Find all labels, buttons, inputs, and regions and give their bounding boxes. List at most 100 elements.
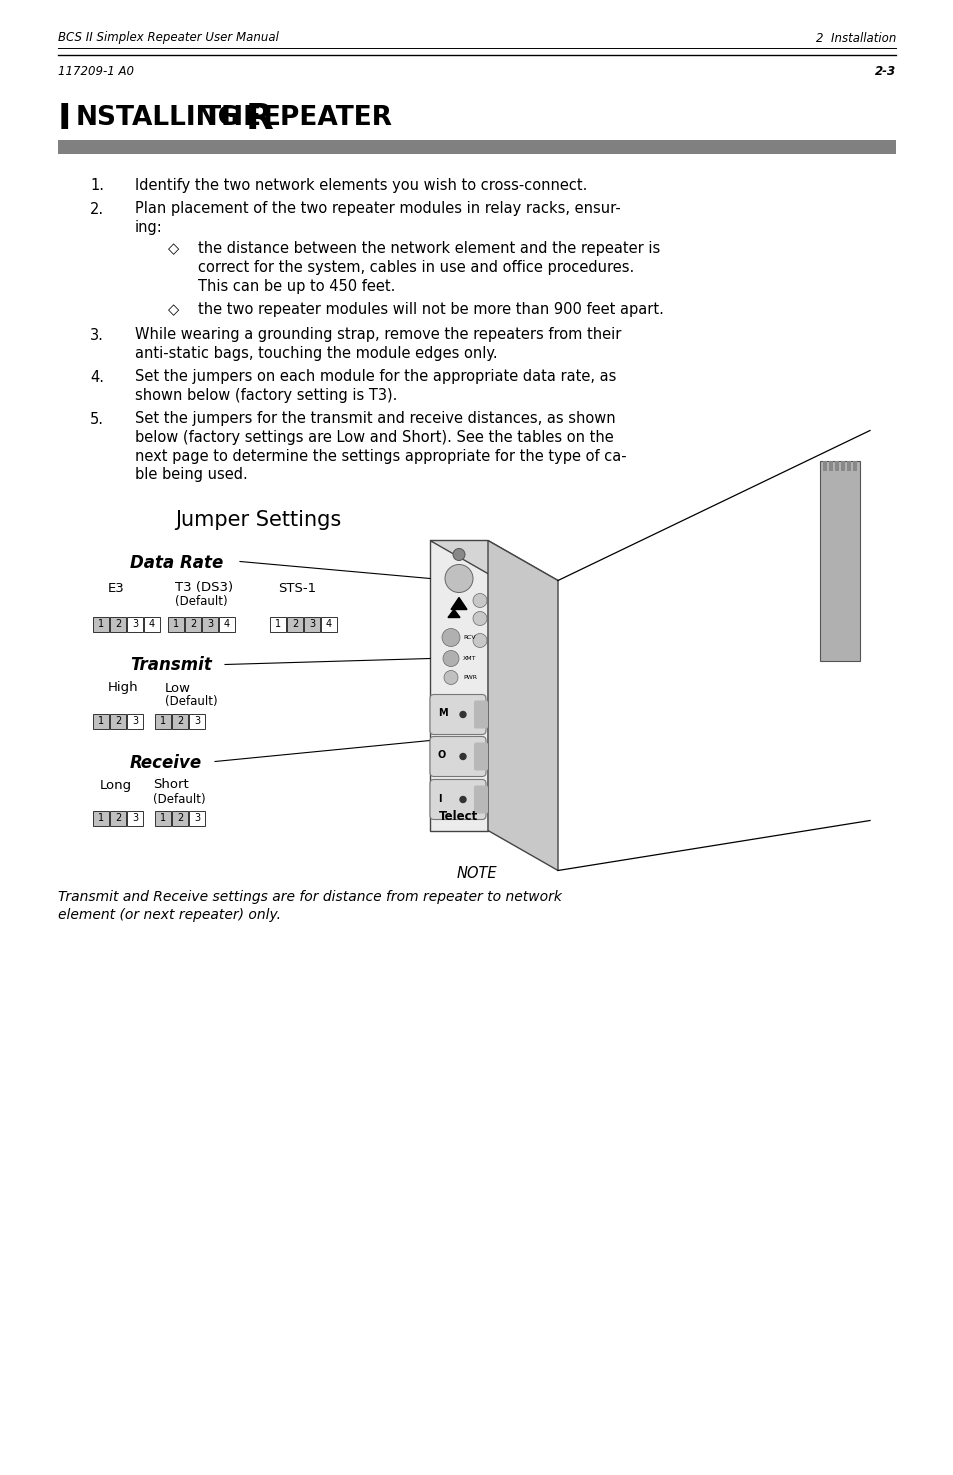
Bar — [270, 617, 286, 631]
Text: Telect: Telect — [439, 810, 478, 823]
Text: Short: Short — [152, 779, 189, 792]
Text: Set the jumpers for the transmit and receive distances, as shown: Set the jumpers for the transmit and rec… — [135, 412, 615, 426]
Text: Data Rate: Data Rate — [130, 553, 223, 571]
Circle shape — [453, 549, 464, 560]
Text: Low: Low — [165, 681, 191, 695]
Text: 1: 1 — [98, 813, 104, 823]
Bar — [110, 617, 126, 631]
Bar — [820, 460, 859, 661]
Text: O: O — [437, 751, 446, 761]
Bar — [172, 810, 188, 826]
Bar — [127, 714, 143, 729]
Text: (Default): (Default) — [165, 696, 217, 708]
Bar — [92, 810, 109, 826]
Text: 1: 1 — [160, 813, 166, 823]
FancyBboxPatch shape — [430, 779, 485, 820]
Circle shape — [473, 612, 486, 625]
Text: 1: 1 — [160, 715, 166, 726]
Text: 3: 3 — [132, 813, 138, 823]
Text: 5.: 5. — [90, 412, 104, 426]
Text: STS-1: STS-1 — [277, 581, 315, 594]
Text: 1: 1 — [98, 715, 104, 726]
Circle shape — [442, 650, 458, 667]
Bar — [110, 810, 126, 826]
Circle shape — [444, 565, 473, 593]
Text: the two repeater modules will not be more than 900 feet apart.: the two repeater modules will not be mor… — [198, 302, 663, 317]
Text: ing:: ing: — [135, 220, 163, 235]
Bar — [154, 714, 171, 729]
Bar — [189, 714, 205, 729]
Text: ◇: ◇ — [168, 242, 179, 257]
Text: element (or next repeater) only.: element (or next repeater) only. — [58, 909, 281, 922]
Text: 2: 2 — [176, 715, 183, 726]
Text: NOTE: NOTE — [456, 866, 497, 881]
Text: M: M — [437, 708, 447, 718]
Bar — [846, 460, 850, 471]
Bar — [168, 617, 184, 631]
Text: While wearing a grounding strap, remove the repeaters from their: While wearing a grounding strap, remove … — [135, 327, 620, 342]
Text: anti-static bags, touching the module edges only.: anti-static bags, touching the module ed… — [135, 347, 497, 361]
FancyBboxPatch shape — [474, 701, 488, 729]
Bar — [304, 617, 319, 631]
Text: R: R — [246, 102, 274, 136]
Text: Identify the two network elements you wish to cross-connect.: Identify the two network elements you wi… — [135, 178, 587, 193]
Bar — [58, 140, 895, 153]
FancyBboxPatch shape — [474, 742, 488, 770]
Text: 2  Installation: 2 Installation — [815, 31, 895, 44]
Bar — [822, 460, 826, 471]
Circle shape — [443, 671, 457, 684]
Text: I: I — [58, 102, 71, 136]
Text: 3: 3 — [207, 620, 213, 628]
Bar — [320, 617, 336, 631]
Bar — [287, 617, 303, 631]
Text: Transmit: Transmit — [130, 656, 212, 674]
Text: 1.: 1. — [90, 178, 104, 193]
FancyBboxPatch shape — [430, 736, 485, 776]
Bar — [852, 460, 856, 471]
Text: shown below (factory setting is T3).: shown below (factory setting is T3). — [135, 388, 397, 403]
Bar — [841, 460, 844, 471]
Text: 4: 4 — [224, 620, 230, 628]
Text: 1: 1 — [98, 620, 104, 628]
Bar — [834, 460, 838, 471]
Circle shape — [473, 633, 486, 648]
Text: 2: 2 — [190, 620, 196, 628]
Text: PWR: PWR — [462, 676, 476, 680]
Polygon shape — [430, 540, 558, 581]
Text: ble being used.: ble being used. — [135, 468, 248, 482]
Text: 2: 2 — [114, 715, 121, 726]
Text: 2: 2 — [292, 620, 297, 628]
Text: below (factory settings are Low and Short). See the tables on the: below (factory settings are Low and Shor… — [135, 431, 613, 445]
Text: 2: 2 — [176, 813, 183, 823]
Polygon shape — [451, 597, 467, 609]
Circle shape — [441, 628, 459, 646]
Bar — [219, 617, 234, 631]
Bar — [154, 810, 171, 826]
Text: RCV: RCV — [462, 636, 476, 640]
Text: This can be up to 450 feet.: This can be up to 450 feet. — [198, 279, 395, 294]
Text: EPEATER: EPEATER — [263, 105, 393, 131]
Circle shape — [459, 754, 465, 760]
Bar — [828, 460, 832, 471]
Text: 2-3: 2-3 — [874, 65, 895, 78]
Text: THE: THE — [193, 105, 270, 131]
Text: 3: 3 — [132, 620, 138, 628]
Text: 4: 4 — [326, 620, 332, 628]
FancyBboxPatch shape — [474, 786, 488, 814]
Text: Jumper Settings: Jumper Settings — [174, 510, 341, 531]
Text: 3.: 3. — [90, 327, 104, 342]
Circle shape — [473, 593, 486, 608]
Bar — [185, 617, 201, 631]
Text: 3: 3 — [132, 715, 138, 726]
Text: Plan placement of the two repeater modules in relay racks, ensur-: Plan placement of the two repeater modul… — [135, 202, 620, 217]
Text: 2: 2 — [114, 620, 121, 628]
Text: Set the jumpers on each module for the appropriate data rate, as: Set the jumpers on each module for the a… — [135, 370, 616, 385]
Text: Long: Long — [100, 779, 132, 792]
Bar — [110, 714, 126, 729]
Text: BCS II Simplex Repeater User Manual: BCS II Simplex Repeater User Manual — [58, 31, 278, 44]
Polygon shape — [488, 540, 558, 870]
Text: 1: 1 — [274, 620, 281, 628]
Text: 3: 3 — [193, 715, 200, 726]
FancyBboxPatch shape — [430, 695, 485, 735]
Bar — [202, 617, 218, 631]
